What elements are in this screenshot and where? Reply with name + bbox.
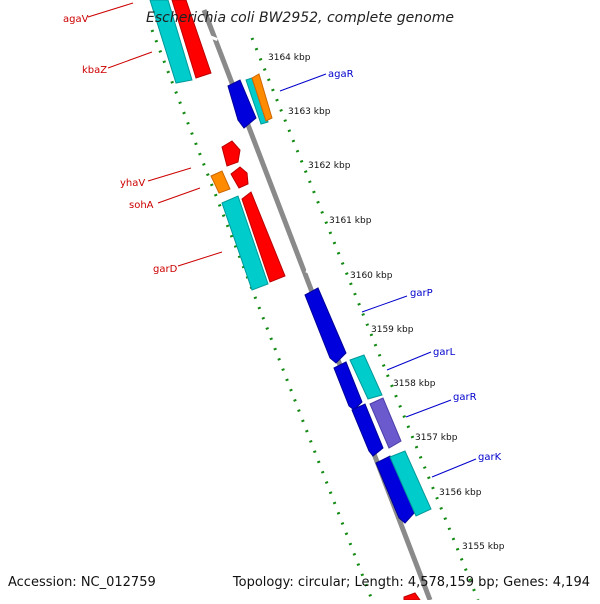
gene-label-garR[interactable]: garR (453, 392, 477, 403)
accession-text: Accession: NC_012759 (8, 575, 156, 590)
gene-garR-blue[interactable] (351, 403, 384, 457)
tick-label: 3158 kbp (393, 379, 436, 389)
gene-bottom[interactable] (403, 592, 421, 601)
gene-label-garL[interactable]: garL (433, 347, 456, 358)
genome-title: Escherichia coli BW2952, complete genome (146, 10, 454, 26)
gene-garR[interactable] (351, 397, 402, 457)
tick-label: 3163 kbp (288, 107, 331, 117)
gene-garD-cyan[interactable] (221, 195, 269, 291)
gene-garK-cyan[interactable] (389, 450, 432, 517)
backbone-break (305, 267, 321, 278)
gene-garD-red[interactable] (241, 191, 286, 283)
gene-garP[interactable] (304, 287, 347, 364)
leader-garK (431, 458, 477, 478)
tick-label: 3162 kbp (308, 161, 351, 171)
tick-label: 3164 kbp (268, 53, 311, 63)
tick-label: 3155 kbp (462, 542, 505, 552)
gene-agaV[interactable] (149, 0, 212, 84)
gene-garL-blue[interactable] (333, 361, 363, 411)
gene-garR-purple[interactable] (369, 397, 402, 449)
leader-garR (405, 399, 452, 418)
gene-garL-cyan[interactable] (349, 354, 383, 400)
tick-label: 3156 kbp (439, 488, 482, 498)
gene-garL[interactable] (333, 354, 383, 411)
gene-label-garD[interactable]: garD (153, 264, 178, 275)
gene-sohA-red[interactable] (230, 166, 249, 189)
gene-garK-blue[interactable] (375, 455, 416, 524)
gene-agaV-red[interactable] (171, 0, 212, 79)
genome-summary-text: Topology: circular; Length: 4,578,159 bp… (232, 575, 590, 590)
leader-garD (177, 251, 223, 267)
backbone-break (205, 33, 218, 42)
gene-label-kbaZ[interactable]: kbaZ (82, 65, 107, 76)
leader-agaR (279, 73, 327, 92)
gene-label-garK[interactable]: garK (478, 452, 502, 463)
leader-agaV (87, 2, 134, 18)
leader-yhaV (147, 167, 192, 182)
gene-sohA-orange[interactable] (210, 170, 231, 194)
gene-garD[interactable] (221, 191, 286, 291)
gene-cluster-yhaV[interactable] (210, 140, 249, 194)
inner-dotted-track (250, 37, 480, 601)
tick-label: 3160 kbp (350, 271, 393, 281)
gene-yhaV-red[interactable] (221, 140, 241, 167)
backbone-break (257, 137, 273, 148)
tick-label: 3159 kbp (371, 325, 414, 335)
gene-agaR[interactable] (227, 73, 273, 129)
gene-label-garP[interactable]: garP (410, 288, 433, 299)
gene-label-yhaV[interactable]: yhaV (120, 178, 145, 189)
leader-sohA (157, 187, 201, 204)
gene-garP-blue[interactable] (304, 287, 347, 364)
gene-label-agaV[interactable]: agaV (63, 14, 89, 25)
tick-label: 3161 kbp (329, 216, 372, 226)
leader-garL (386, 351, 432, 371)
gene-label-agaR[interactable]: agaR (328, 69, 354, 80)
gene-agaR-cyan[interactable] (245, 77, 269, 125)
gene-agaV-cyan[interactable] (149, 0, 193, 84)
gene-label-sohA[interactable]: sohA (129, 200, 154, 211)
gene-garK[interactable] (375, 450, 432, 524)
tick-label: 3157 kbp (415, 433, 458, 443)
leader-kbaZ (107, 51, 153, 69)
gene-agaR-blue[interactable] (227, 79, 257, 129)
leader-garP (361, 295, 408, 313)
gene-agaR-orange[interactable] (251, 73, 273, 122)
gene-bottom-red[interactable] (403, 592, 421, 601)
